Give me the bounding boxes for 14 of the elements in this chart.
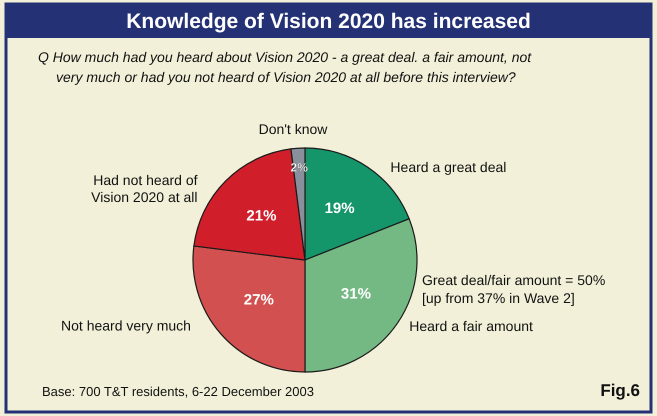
chart-subtitle: Q How much had you heard about Vision 2020 - a great deal. a fair amount, not very much or had you not heard of Vision 2020 at all before this interview?	[38, 49, 532, 85]
caption: Fig.6	[600, 381, 640, 400]
chart-title: Knowledge of Vision 2020 has increased	[126, 10, 531, 33]
text: Base: 700 T&T residents, 6-22 December 2003	[42, 384, 314, 399]
text: Great deal/fair amount = 50% [up from 37% in Wave 2]	[422, 272, 606, 306]
slice-label: Not heard very much	[61, 317, 191, 334]
data-label: 31%	[340, 286, 371, 303]
data-label: 19%	[324, 200, 355, 218]
slice-label: Had not heard of Vision 2020 at all	[91, 172, 198, 205]
slice-label: Don't know	[258, 121, 328, 137]
slice-label: Heard a fair amount	[409, 318, 534, 334]
data-label: 21%	[246, 207, 276, 224]
data-label: 27%	[244, 292, 274, 309]
slice-label: Heard a great deal	[390, 159, 506, 175]
